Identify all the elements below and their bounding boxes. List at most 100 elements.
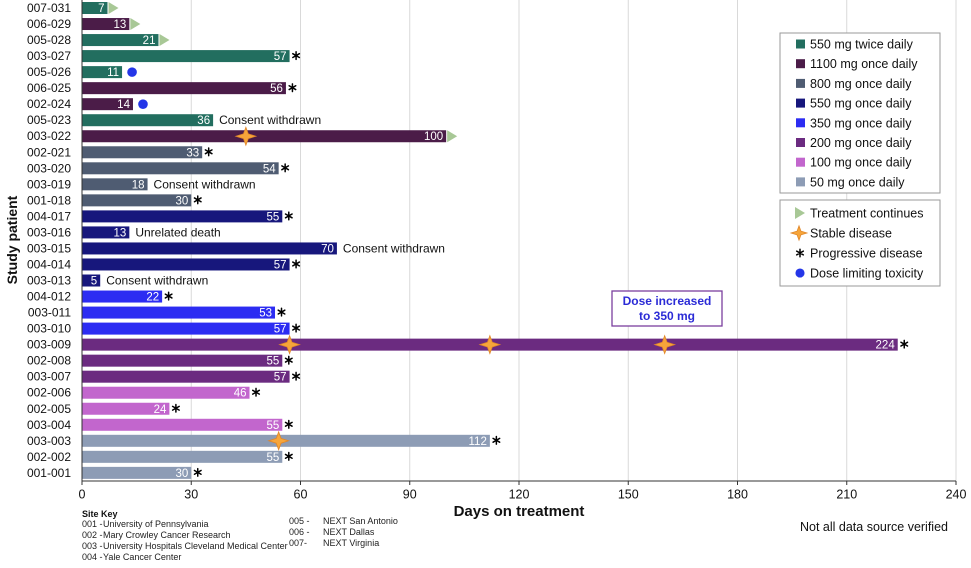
dose-legend-item: 100 mg once daily <box>796 156 912 170</box>
x-tick-label: 120 <box>509 488 530 502</box>
site-name: NEXT Virginia <box>323 538 379 548</box>
dose-legend-item: 550 mg twice daily <box>796 38 914 52</box>
bar-002-002 <box>82 450 283 463</box>
bar-007-031 <box>82 2 108 14</box>
dose-legend-item: 800 mg once daily <box>796 77 912 91</box>
stable-disease-marker <box>478 334 502 355</box>
patient-label: 001-001 <box>27 466 71 480</box>
treatment-continues-marker <box>130 18 141 31</box>
treatment-continues-marker <box>795 207 805 219</box>
bar-value-label: 14 <box>117 99 130 111</box>
progressive-disease-marker <box>795 248 805 258</box>
bar-note: Consent withdrawn <box>106 274 208 288</box>
patient-label: 003-019 <box>27 177 71 191</box>
dose-legend-box <box>779 32 941 194</box>
x-tick-label: 210 <box>836 488 857 502</box>
progressive-disease-marker <box>171 403 180 413</box>
x-tick-label: 60 <box>294 488 308 502</box>
patient-labels: 007-031 006-029 005-028 003-027 005-026 006-0… <box>27 1 71 480</box>
legend-label: 100 mg once daily <box>810 156 912 170</box>
site-code: 001 - <box>82 519 103 529</box>
bar-value-label: 13 <box>114 19 127 31</box>
patient-label: 001-018 <box>27 193 71 207</box>
stable-disease-marker <box>234 126 258 147</box>
legend-label: 1100 mg once daily <box>810 57 918 71</box>
site-name: NEXT San Antonio <box>323 516 398 526</box>
dose-legend-items: 550 mg twice daily 1100 mg once daily 800 … <box>796 38 918 189</box>
legend-swatch <box>796 78 805 88</box>
bar-value-label: 57 <box>274 372 287 384</box>
bar-value-label: 13 <box>114 227 127 239</box>
bar-note: Consent withdrawn <box>343 241 445 255</box>
bar-value-label: 30 <box>175 468 188 480</box>
bar-notes: Consent withdrawn Consent withdrawn Unrela… <box>106 113 445 287</box>
event-markers <box>108 2 909 477</box>
patient-label: 003-007 <box>27 370 71 384</box>
bar-003-019 <box>82 178 148 191</box>
bar-value-label: 57 <box>274 51 287 63</box>
patient-label: 003-004 <box>27 418 71 432</box>
progressive-disease-marker <box>292 259 301 269</box>
progressive-disease-marker <box>292 371 301 381</box>
bar-value-label: 36 <box>197 115 210 127</box>
progressive-disease-marker <box>277 307 286 317</box>
bar-value-label: 55 <box>266 452 279 464</box>
annotation-box <box>611 290 723 327</box>
annotation-line-2: to 350 mg <box>639 309 695 323</box>
progressive-disease-marker <box>284 355 293 365</box>
site-code: 002 - <box>82 530 103 540</box>
treatment-continues-marker <box>159 34 170 47</box>
bar-value-label: 7 <box>98 3 104 15</box>
bar-002-021 <box>82 146 203 159</box>
bar-003-010 <box>82 322 290 335</box>
progressive-disease-marker <box>492 435 501 445</box>
bar-value-label: 24 <box>154 404 167 416</box>
legend-label: 200 mg once daily <box>810 136 912 150</box>
stable-disease-marker <box>789 224 809 242</box>
site-code: 004 - <box>82 552 103 562</box>
site-code: 005 - <box>289 516 310 526</box>
site-name: University Hospitals Cleveland Medical C… <box>103 541 288 551</box>
x-axis-title: Days on treatment <box>454 503 585 520</box>
patient-label: 004-012 <box>27 290 71 304</box>
axes: 0 30 60 90 120 150 180 210 240 <box>79 0 967 502</box>
legend-label: 800 mg once daily <box>810 77 912 91</box>
legend-label: 550 mg once daily <box>810 97 912 111</box>
bar-value-label: 55 <box>266 211 279 223</box>
legend-swatch <box>796 138 805 147</box>
bar-value-label: 18 <box>132 179 145 191</box>
progressive-disease-marker <box>281 163 290 173</box>
marker-legend-item: Progressive disease <box>795 247 923 261</box>
bar-006-029 <box>82 18 130 31</box>
marker-legend-box <box>779 199 941 287</box>
site-key-title: Site Key <box>82 509 118 519</box>
site-code: 007- <box>289 538 307 548</box>
patient-label: 003-020 <box>27 161 71 175</box>
x-tick-label: 240 <box>946 488 967 502</box>
bar-003-027 <box>82 50 290 63</box>
bar-003-007 <box>82 370 290 383</box>
bar-005-026 <box>82 66 123 79</box>
bar-value-label: 21 <box>143 35 156 47</box>
treatment-continues-marker <box>447 130 458 143</box>
site-name: Yale Cancer Center <box>103 552 181 562</box>
bar-002-008 <box>82 354 283 367</box>
patient-label: 003-027 <box>27 49 71 63</box>
site-name: NEXT Dallas <box>323 527 375 537</box>
bar-value-label: 224 <box>876 340 896 352</box>
marker-legend-item: Stable disease <box>789 224 892 242</box>
legend-swatch <box>796 157 805 167</box>
bar-003-015 <box>82 242 337 255</box>
site-key: Site Key 001 - University of Pennsylvani… <box>82 509 398 562</box>
marker-legend-item: Dose limiting toxicity <box>795 267 924 281</box>
legend-label: Stable disease <box>810 227 892 241</box>
dose-legend-item: 550 mg once daily <box>796 97 912 111</box>
patient-label: 003-013 <box>27 274 71 288</box>
bar-004-012 <box>82 290 163 303</box>
site-code: 006 - <box>289 527 310 537</box>
bar-001-001 <box>82 466 192 479</box>
stable-disease-marker <box>653 334 676 355</box>
site-name: Mary Crowley Cancer Research <box>103 530 231 540</box>
patient-label: 003-016 <box>27 225 71 239</box>
bar-value-label: 33 <box>186 147 199 159</box>
